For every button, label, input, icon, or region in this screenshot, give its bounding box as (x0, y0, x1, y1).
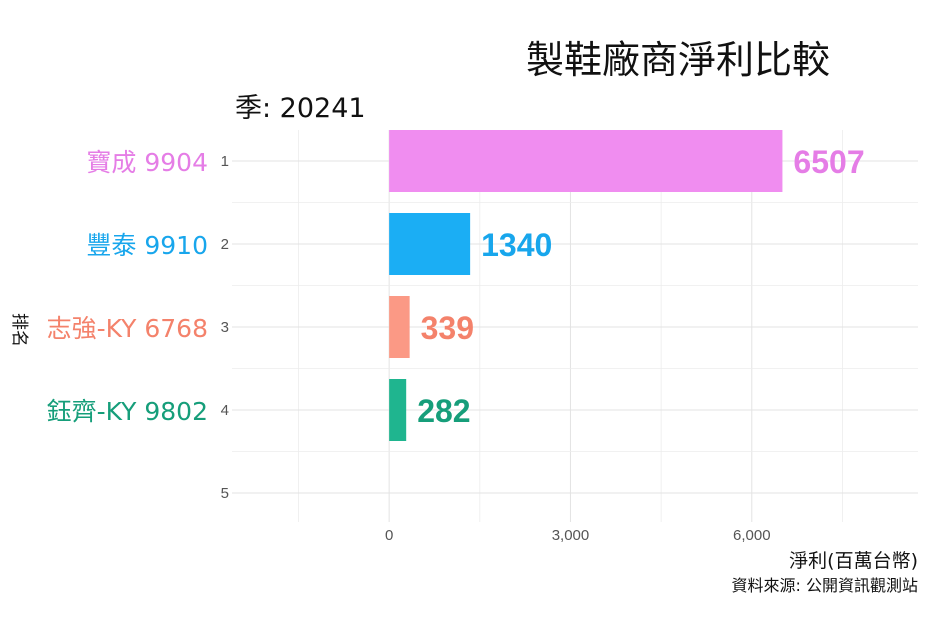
y-axis-label: 排名 (9, 313, 29, 347)
chart-subtitle: 季: 20241 (235, 93, 366, 124)
bar (389, 213, 471, 275)
bar-value-label: 1340 (481, 227, 552, 263)
bars (389, 130, 783, 441)
bar (389, 296, 410, 358)
category-label: 鈺齊-KY 9802 (47, 397, 208, 426)
x-tick-label: 0 (385, 527, 393, 544)
gridlines: 0 3,000 6,000 (232, 130, 918, 544)
bar (389, 130, 783, 192)
y-tick-label: 4 (221, 402, 229, 419)
bar-value-label: 6507 (793, 144, 864, 180)
x-tick-label: 6,000 (733, 527, 771, 544)
category-label: 豐泰 9910 (86, 231, 208, 260)
y-tick-label: 1 (221, 153, 229, 170)
y-tick-label: 3 (221, 319, 229, 336)
bar (389, 379, 407, 441)
x-axis-label: 淨利(百萬台幣) (789, 550, 918, 572)
caption: 資料來源: 公開資訊觀測站 (732, 576, 918, 595)
chart-title: 製鞋廠商淨利比較 (526, 38, 830, 82)
y-tick-label: 5 (221, 485, 229, 502)
y-tick-label: 2 (221, 236, 229, 253)
labels: 6507 寶成 9904 1340 豐泰 9910 339 志強-KY 6768 282 鈺齊… (47, 144, 865, 502)
category-label: 寶成 9904 (86, 148, 208, 177)
category-label: 志強-KY 6768 (47, 314, 208, 343)
bar-value-label: 282 (417, 393, 470, 429)
bar-value-label: 339 (421, 310, 474, 346)
x-tick-label: 3,000 (552, 527, 590, 544)
